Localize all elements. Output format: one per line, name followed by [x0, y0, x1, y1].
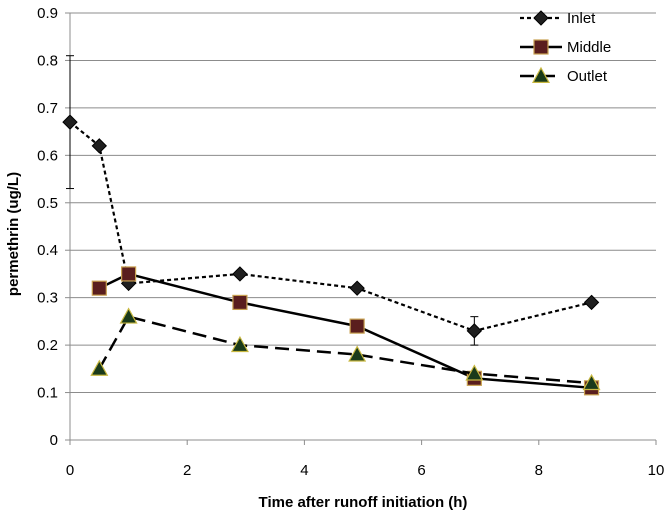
outlet-series-line — [98, 315, 592, 385]
inlet-data-point — [232, 266, 248, 282]
outlet-data-point — [90, 359, 109, 376]
legend-outlet-marker — [531, 66, 551, 84]
middle-data-point — [120, 266, 137, 282]
y-tick-label: 0 — [50, 432, 58, 449]
middle-data-point — [91, 280, 107, 296]
inlet-data-point — [62, 114, 78, 130]
legend-inlet-marker — [533, 10, 549, 26]
x-tick-label: 10 — [648, 462, 665, 479]
x-tick-label: 6 — [417, 462, 425, 479]
middle-data-point — [232, 294, 248, 311]
x-tick-label: 2 — [183, 462, 191, 479]
middle-series-line — [98, 272, 592, 390]
y-tick-label: 0.5 — [37, 195, 58, 212]
y-tick-label: 0.2 — [37, 337, 58, 354]
outlet-data-point — [119, 307, 138, 324]
y-tick-label: 0.7 — [37, 100, 58, 117]
legend-inlet-label: Inlet — [567, 10, 596, 27]
y-tick-label: 0.3 — [37, 290, 58, 307]
gridlines — [70, 12, 656, 394]
inlet-data-point — [466, 323, 483, 339]
x-axis-title: Time after runoff initiation (h) — [259, 494, 468, 511]
legend-middle-label: Middle — [567, 39, 611, 56]
x-tick-label: 0 — [66, 462, 74, 479]
inlet-series-line — [69, 121, 592, 333]
legend-middle-marker — [533, 39, 549, 55]
inlet-data-point — [91, 138, 108, 154]
legend-outlet-label: Outlet — [567, 68, 608, 85]
inlet-data-point — [349, 280, 365, 296]
outlet-data-point — [230, 335, 249, 353]
outlet-data-point — [582, 373, 601, 391]
y-axis-title: permethrin (ug/L) — [5, 172, 22, 296]
y-tick-label: 0.4 — [37, 242, 58, 259]
y-tick-label: 0.6 — [37, 147, 58, 164]
y-tick-labels: 0 0.1 0.2 0.3 0.4 0.5 0.6 0.7 0.8 0.9 — [37, 5, 58, 449]
data-series — [62, 55, 601, 396]
y-tick-label: 0.9 — [37, 5, 58, 22]
legend: Inlet Middle Outlet — [520, 10, 611, 85]
y-tick-label: 0.1 — [37, 385, 58, 402]
middle-data-point — [349, 318, 365, 334]
y-tick-label: 0.8 — [37, 52, 58, 69]
x-tick-label: 4 — [300, 462, 308, 479]
inlet-data-point — [583, 294, 600, 311]
x-tick-label: 8 — [535, 462, 543, 479]
outlet-data-point — [465, 364, 484, 381]
x-tick-labels: 0 2 4 6 8 10 — [66, 462, 665, 479]
outlet-data-point — [348, 345, 367, 362]
